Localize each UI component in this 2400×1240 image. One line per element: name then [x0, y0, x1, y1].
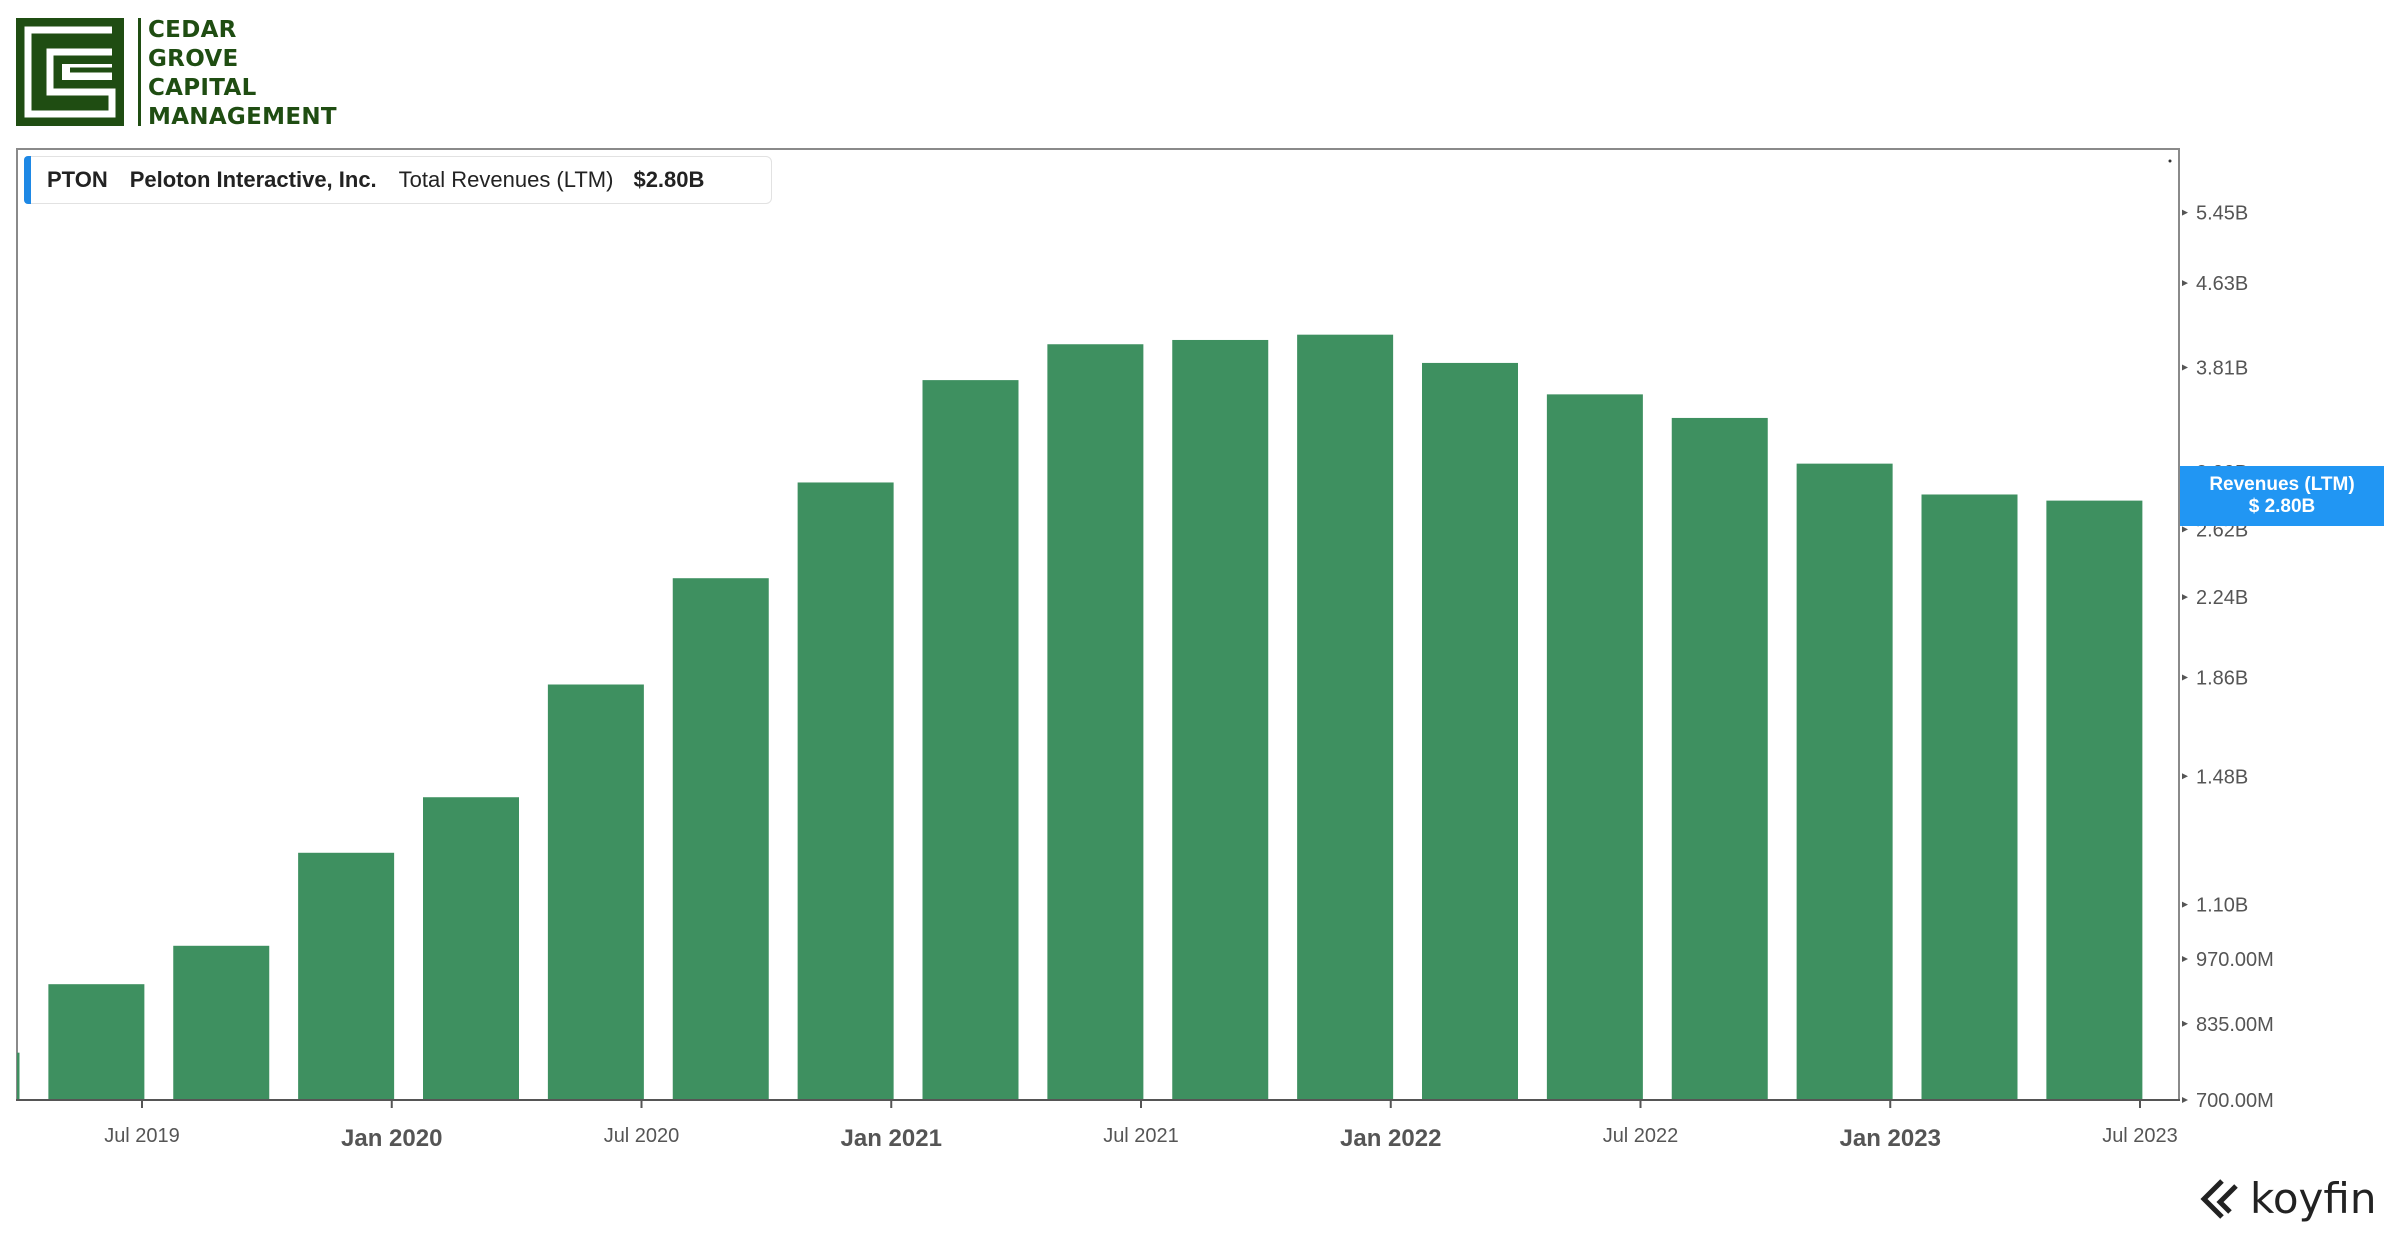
- series-info-box: PTON Peloton Interactive, Inc. Total Rev…: [24, 156, 772, 204]
- revenue-bar[interactable]: [1796, 463, 1893, 1101]
- value-tag-value: $ 2.80B: [2248, 496, 2316, 517]
- revenue-bar[interactable]: [423, 797, 519, 1100]
- y-tick-label: 835.00M: [2196, 1014, 2274, 1036]
- y-tick-mark: [2182, 1097, 2188, 1103]
- company-name: Peloton Interactive, Inc.: [129, 167, 377, 192]
- revenue-bar[interactable]: [2046, 500, 2143, 1101]
- logo-maze-icon: [16, 18, 124, 126]
- y-tick-mark: [2182, 594, 2188, 601]
- metric-name: Total Revenues (LTM): [398, 167, 614, 192]
- x-tick-label: Jan 2023: [1840, 1125, 1941, 1152]
- x-tick-label: Jul 2021: [1103, 1125, 1179, 1147]
- y-tick-label: 3.81B: [2196, 357, 2248, 379]
- logo-wordmark: CEDAR GROVE CAPITAL MANAGEMENT: [148, 16, 337, 132]
- revenue-bar[interactable]: [1422, 362, 1518, 1100]
- y-tick-mark: [2182, 674, 2188, 681]
- x-tick-label: Jul 2019: [104, 1125, 180, 1147]
- revenue-bar[interactable]: [1172, 339, 1269, 1100]
- y-tick-mark: [2182, 901, 2188, 908]
- revenue-bar[interactable]: [1546, 394, 1643, 1101]
- y-tick-label: 700.00M: [2196, 1090, 2274, 1112]
- y-tick-label: 4.63B: [2196, 273, 2248, 295]
- revenue-bar[interactable]: [672, 578, 769, 1100]
- x-tick-label: Jul 2023: [2102, 1125, 2178, 1147]
- revenue-bar[interactable]: [797, 482, 894, 1101]
- logo-line: CEDAR: [148, 17, 237, 43]
- company-logo: CEDAR GROVE CAPITAL MANAGEMENT: [16, 17, 356, 130]
- y-tick-mark: [2182, 1020, 2188, 1027]
- logo-line: GROVE: [148, 46, 239, 72]
- revenue-bar[interactable]: [1297, 334, 1394, 1100]
- y-tick-mark: [2182, 526, 2188, 533]
- revenue-bar[interactable]: [1921, 494, 2018, 1100]
- logo-divider: [138, 18, 141, 126]
- y-tick-label: 1.86B: [2196, 667, 2248, 689]
- chart-frame: [16, 148, 2180, 1100]
- series-color-accent: [24, 156, 31, 204]
- revenue-bar[interactable]: [173, 945, 270, 1100]
- y-tick-label: 1.48B: [2196, 766, 2248, 788]
- current-value-tag: Revenues (LTM) $ 2.80B: [2180, 466, 2384, 526]
- y-tick-mark: [2182, 364, 2188, 371]
- koyfin-branding: koyfin: [2200, 1174, 2376, 1223]
- y-tick-mark: [2182, 280, 2188, 287]
- logo-line: MANAGEMENT: [148, 104, 337, 130]
- y-tick-mark: [2182, 209, 2188, 216]
- value-tag-label: Revenues (LTM): [2209, 474, 2355, 495]
- revenue-bar[interactable]: [298, 852, 395, 1100]
- revenue-bar[interactable]: [1047, 344, 1144, 1100]
- y-tick-label: 2.24B: [2196, 587, 2248, 609]
- revenue-bar[interactable]: [922, 380, 1019, 1100]
- koyfin-wordmark: koyfin: [2250, 1174, 2377, 1223]
- y-tick-label: 5.45B: [2196, 203, 2248, 225]
- x-tick-label: Jan 2022: [1340, 1125, 1441, 1152]
- ticker-symbol: PTON: [47, 167, 108, 192]
- revenue-bar[interactable]: [547, 684, 644, 1100]
- koyfin-logo-icon: [2200, 1178, 2238, 1219]
- x-tick-label: Jan 2020: [341, 1125, 442, 1152]
- y-tick-mark: [2182, 773, 2188, 780]
- x-tick-label: Jul 2020: [604, 1125, 680, 1147]
- y-tick-label: 1.10B: [2196, 895, 2248, 917]
- chart-menu-dot[interactable]: [2168, 159, 2172, 163]
- logo-line: CAPITAL: [148, 75, 257, 101]
- x-tick-label: Jul 2022: [1603, 1125, 1679, 1147]
- metric-value: $2.80B: [633, 167, 705, 192]
- revenue-bar[interactable]: [1671, 417, 1768, 1100]
- revenue-bar[interactable]: [48, 984, 145, 1100]
- y-tick-mark: [2182, 955, 2188, 962]
- revenue-bar[interactable]: [17, 1052, 20, 1100]
- x-tick-label: Jan 2021: [841, 1125, 942, 1152]
- y-tick-label: 970.00M: [2196, 949, 2274, 971]
